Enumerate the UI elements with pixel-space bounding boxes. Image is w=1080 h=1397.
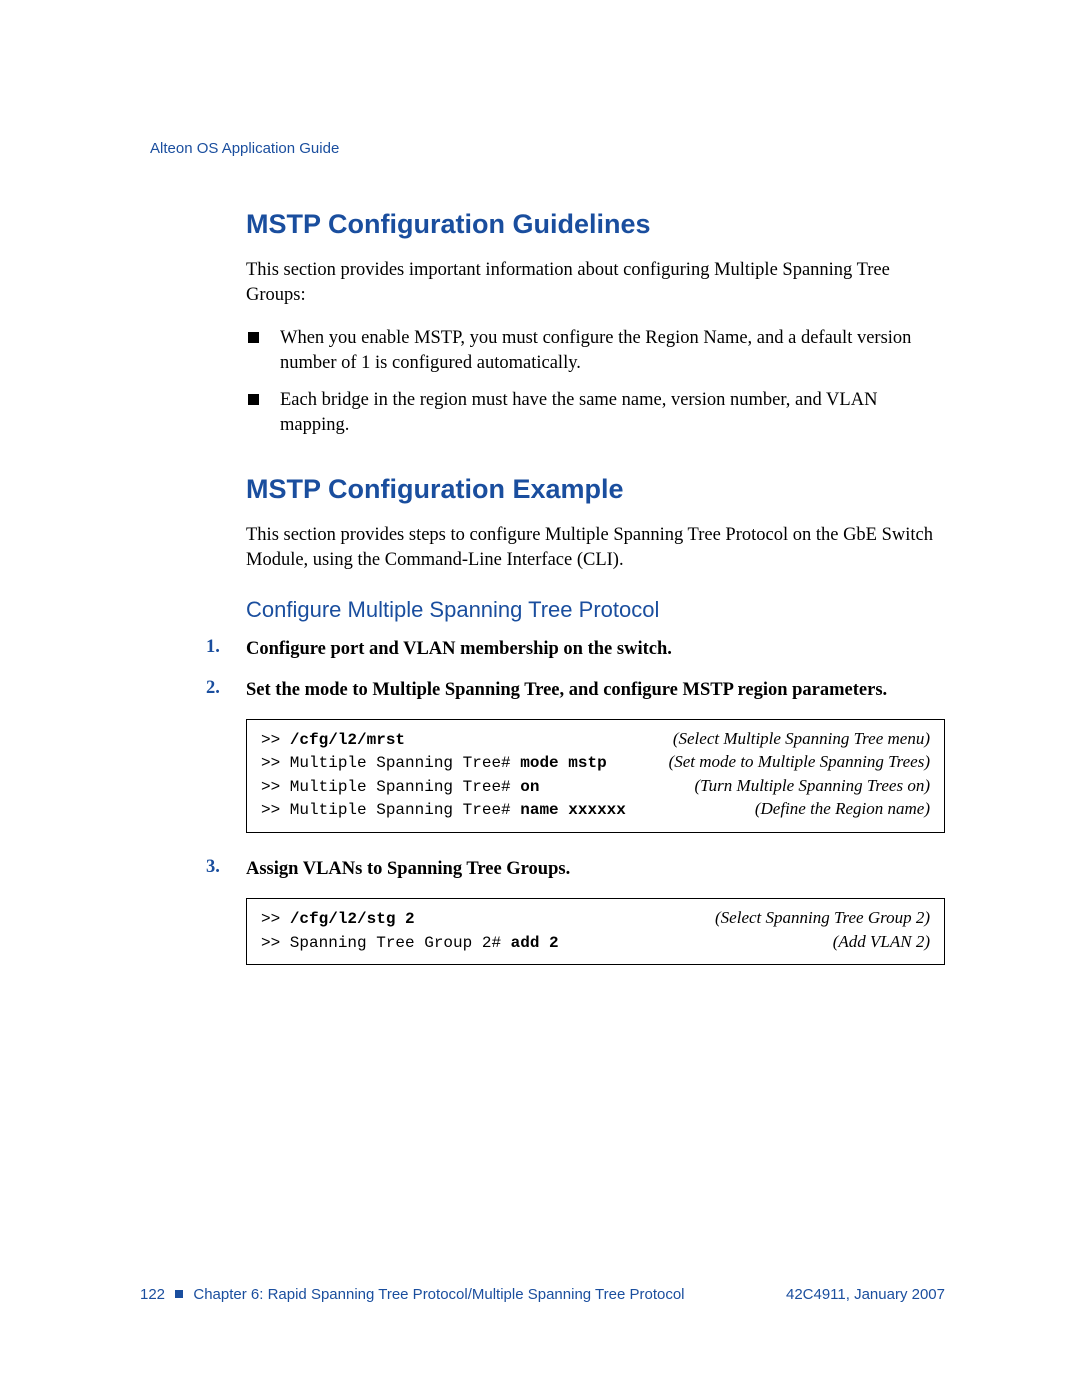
code-command: >> /cfg/l2/stg 2: [261, 909, 415, 931]
code-row: >> /cfg/l2/stg 2 (Select Spanning Tree Gr…: [261, 907, 930, 931]
guidelines-bullets: When you enable MSTP, you must configure…: [246, 326, 945, 438]
footer-right: 42C4911, January 2007: [786, 1286, 945, 1303]
code-comment: (Turn Multiple Spanning Trees on): [695, 775, 931, 798]
subheading-configure: Configure Multiple Spanning Tree Protoco…: [246, 597, 945, 623]
guidelines-intro: This section provides important informat…: [246, 258, 945, 308]
step-item: 3. Assign VLANs to Spanning Tree Groups.…: [206, 857, 945, 965]
step-number: 1.: [206, 637, 220, 658]
code-row: >> Multiple Spanning Tree# mode mstp (Set…: [261, 751, 930, 775]
example-intro: This section provides steps to configure…: [246, 523, 945, 573]
step-text: Configure port and VLAN membership on th…: [246, 639, 672, 659]
code-command: >> /cfg/l2/mrst: [261, 730, 405, 752]
page: Alteon OS Application Guide MSTP Configu…: [0, 0, 1080, 1397]
code-block-2: >> /cfg/l2/stg 2 (Select Spanning Tree Gr…: [246, 898, 945, 965]
code-command: >> Spanning Tree Group 2# add 2: [261, 933, 559, 955]
code-block-1: >> /cfg/l2/mrst (Select Multiple Spanning…: [246, 719, 945, 833]
page-number: 122: [140, 1286, 165, 1303]
step-text: Assign VLANs to Spanning Tree Groups.: [246, 859, 570, 879]
bullet-item: When you enable MSTP, you must configure…: [246, 326, 945, 376]
heading-guidelines: MSTP Configuration Guidelines: [246, 209, 945, 240]
step-number: 3.: [206, 857, 220, 878]
steps-list: 1. Configure port and VLAN membership on…: [206, 637, 945, 965]
step-number: 2.: [206, 678, 220, 699]
step-item: 2. Set the mode to Multiple Spanning Tre…: [206, 678, 945, 833]
code-comment: (Set mode to Multiple Spanning Trees): [669, 751, 930, 774]
code-comment: (Select Multiple Spanning Tree menu): [673, 728, 930, 751]
footer-left: 122 Chapter 6: Rapid Spanning Tree Proto…: [140, 1286, 685, 1303]
code-row: >> /cfg/l2/mrst (Select Multiple Spanning…: [261, 728, 930, 752]
running-header: Alteon OS Application Guide: [150, 140, 945, 157]
code-row: >> Multiple Spanning Tree# on (Turn Multi…: [261, 775, 930, 799]
code-command: >> Multiple Spanning Tree# mode mstp: [261, 753, 607, 775]
code-row: >> Multiple Spanning Tree# name xxxxxx (D…: [261, 798, 930, 822]
code-comment: (Add VLAN 2): [833, 931, 930, 954]
page-content: MSTP Configuration Guidelines This secti…: [150, 209, 945, 965]
step-text: Set the mode to Multiple Spanning Tree, …: [246, 680, 887, 700]
step-item: 1. Configure port and VLAN membership on…: [206, 637, 945, 662]
code-row: >> Spanning Tree Group 2# add 2 (Add VLAN…: [261, 931, 930, 955]
bullet-item: Each bridge in the region must have the …: [246, 388, 945, 438]
code-comment: (Define the Region name): [755, 798, 930, 821]
code-comment: (Select Spanning Tree Group 2): [715, 907, 930, 930]
code-command: >> Multiple Spanning Tree# on: [261, 777, 539, 799]
heading-example: MSTP Configuration Example: [246, 474, 945, 505]
page-footer: 122 Chapter 6: Rapid Spanning Tree Proto…: [140, 1286, 945, 1303]
chapter-title: Chapter 6: Rapid Spanning Tree Protocol/…: [193, 1286, 684, 1303]
code-command: >> Multiple Spanning Tree# name xxxxxx: [261, 800, 626, 822]
square-bullet-icon: [175, 1290, 183, 1298]
